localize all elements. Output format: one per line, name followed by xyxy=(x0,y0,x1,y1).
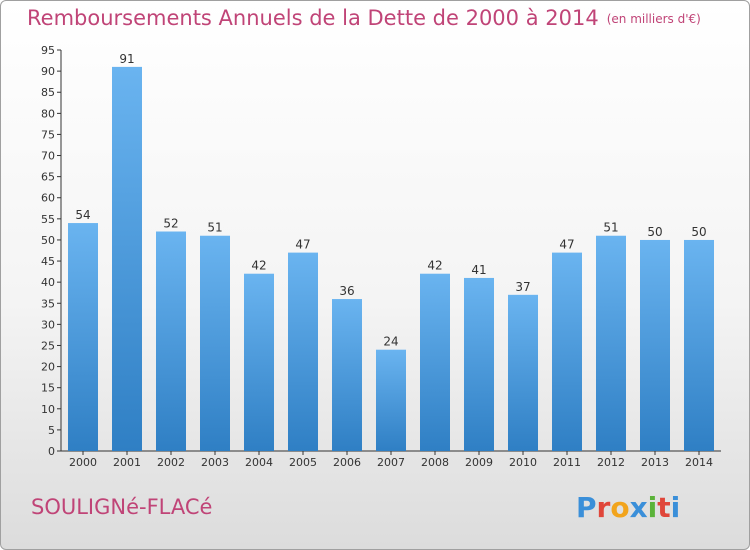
x-tick-label: 2007 xyxy=(377,456,405,469)
bar-2006 xyxy=(332,299,362,451)
x-tick-label: 2000 xyxy=(69,456,97,469)
bar-2012 xyxy=(596,235,626,451)
chart-title-text: Remboursements Annuels de la Dette de 20… xyxy=(27,6,599,30)
y-tick-label: 85 xyxy=(41,86,55,99)
x-tick-label: 2005 xyxy=(289,456,317,469)
x-tick-label: 2003 xyxy=(201,456,229,469)
y-tick-label: 55 xyxy=(41,213,55,226)
x-tick-label: 2001 xyxy=(113,456,141,469)
value-label: 47 xyxy=(559,238,574,252)
x-tick-label: 2013 xyxy=(641,456,669,469)
value-label: 52 xyxy=(163,217,178,231)
bar-2013 xyxy=(640,239,670,451)
logo-letter: x xyxy=(629,491,648,524)
y-tick-label: 5 xyxy=(48,424,55,437)
x-tick-label: 2012 xyxy=(597,456,625,469)
x-tick-label: 2010 xyxy=(509,456,537,469)
value-label: 42 xyxy=(251,259,266,273)
y-tick-label: 90 xyxy=(41,65,55,78)
y-tick-label: 80 xyxy=(41,107,55,120)
logo-letter: t xyxy=(657,491,671,524)
logo-letter: r xyxy=(596,491,611,524)
value-label: 50 xyxy=(691,225,706,239)
chart-subtitle: (en milliers d'€) xyxy=(606,12,701,26)
value-label: 47 xyxy=(295,238,310,252)
commune-name: SOULIGNé-FLACé xyxy=(31,495,213,519)
logo-letter: i xyxy=(647,491,658,524)
y-tick-label: 65 xyxy=(41,171,55,184)
bar-2010 xyxy=(508,294,538,451)
bar-2003 xyxy=(200,235,230,451)
x-tick-label: 2006 xyxy=(333,456,361,469)
y-tick-label: 35 xyxy=(41,297,55,310)
y-tick-label: 40 xyxy=(41,276,55,289)
y-tick-label: 70 xyxy=(41,150,55,163)
x-tick-label: 2011 xyxy=(553,456,581,469)
y-tick-label: 0 xyxy=(48,445,55,458)
value-label: 42 xyxy=(427,259,442,273)
bar-2000 xyxy=(68,223,98,451)
x-tick-label: 2014 xyxy=(685,456,713,469)
proxiti-logo: Proxiti xyxy=(576,491,680,524)
x-tick-label: 2002 xyxy=(157,456,185,469)
value-label: 50 xyxy=(647,225,662,239)
value-label: 51 xyxy=(603,221,618,235)
value-label: 54 xyxy=(75,208,90,222)
y-tick-label: 45 xyxy=(41,255,55,268)
y-tick-label: 25 xyxy=(41,339,55,352)
logo-letter: P xyxy=(576,491,597,524)
x-tick-label: 2009 xyxy=(465,456,493,469)
bar-2002 xyxy=(156,231,186,451)
bar-2011 xyxy=(552,252,582,451)
bar-2014 xyxy=(684,239,714,451)
y-tick-label: 75 xyxy=(41,128,55,141)
value-label: 51 xyxy=(207,221,222,235)
y-tick-label: 10 xyxy=(41,403,55,416)
bar-2001 xyxy=(112,66,142,451)
value-label: 41 xyxy=(471,263,486,277)
value-label: 91 xyxy=(119,52,134,66)
logo-letter: o xyxy=(610,491,630,524)
bar-2009 xyxy=(464,277,494,451)
y-tick-label: 50 xyxy=(41,234,55,247)
y-tick-label: 30 xyxy=(41,318,55,331)
bar-2005 xyxy=(288,252,318,451)
x-tick-label: 2008 xyxy=(421,456,449,469)
y-tick-label: 95 xyxy=(41,44,55,57)
y-tick-label: 20 xyxy=(41,361,55,374)
value-label: 37 xyxy=(515,280,530,294)
y-tick-label: 15 xyxy=(41,382,55,395)
value-label: 36 xyxy=(339,284,354,298)
logo-letter: i xyxy=(670,491,681,524)
value-label: 24 xyxy=(383,335,398,349)
chart-title: Remboursements Annuels de la Dette de 20… xyxy=(27,6,701,30)
bar-2007 xyxy=(376,349,406,451)
y-tick-label: 60 xyxy=(41,192,55,205)
x-tick-label: 2004 xyxy=(245,456,273,469)
bar-2004 xyxy=(244,273,274,451)
bar-2008 xyxy=(420,273,450,451)
